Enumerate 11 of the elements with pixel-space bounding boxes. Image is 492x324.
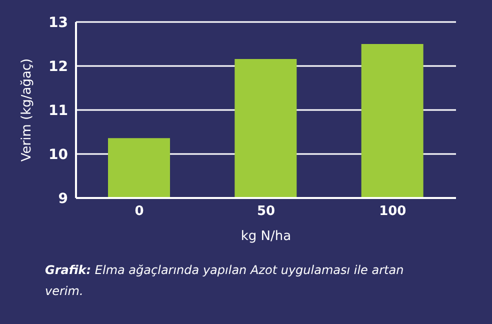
x-tick-label: 50	[256, 204, 276, 220]
y-tick-label: 13	[48, 14, 68, 31]
y-tick-label: 9	[58, 190, 68, 207]
x-axis-title: kg N/ha	[240, 229, 292, 244]
x-tick-label: 100	[379, 204, 406, 220]
y-tick-label: 11	[48, 102, 68, 119]
y-axis-title: Verim (kg/ağaç)	[20, 58, 35, 162]
y-tick-label: 12	[48, 58, 68, 75]
x-tick-label: 0	[134, 204, 144, 220]
text: Grafik: Elma ağaçlarında yapılan Azot uygulaması ile artan verim.	[45, 263, 404, 298]
y-tick-label: 10	[48, 146, 68, 163]
